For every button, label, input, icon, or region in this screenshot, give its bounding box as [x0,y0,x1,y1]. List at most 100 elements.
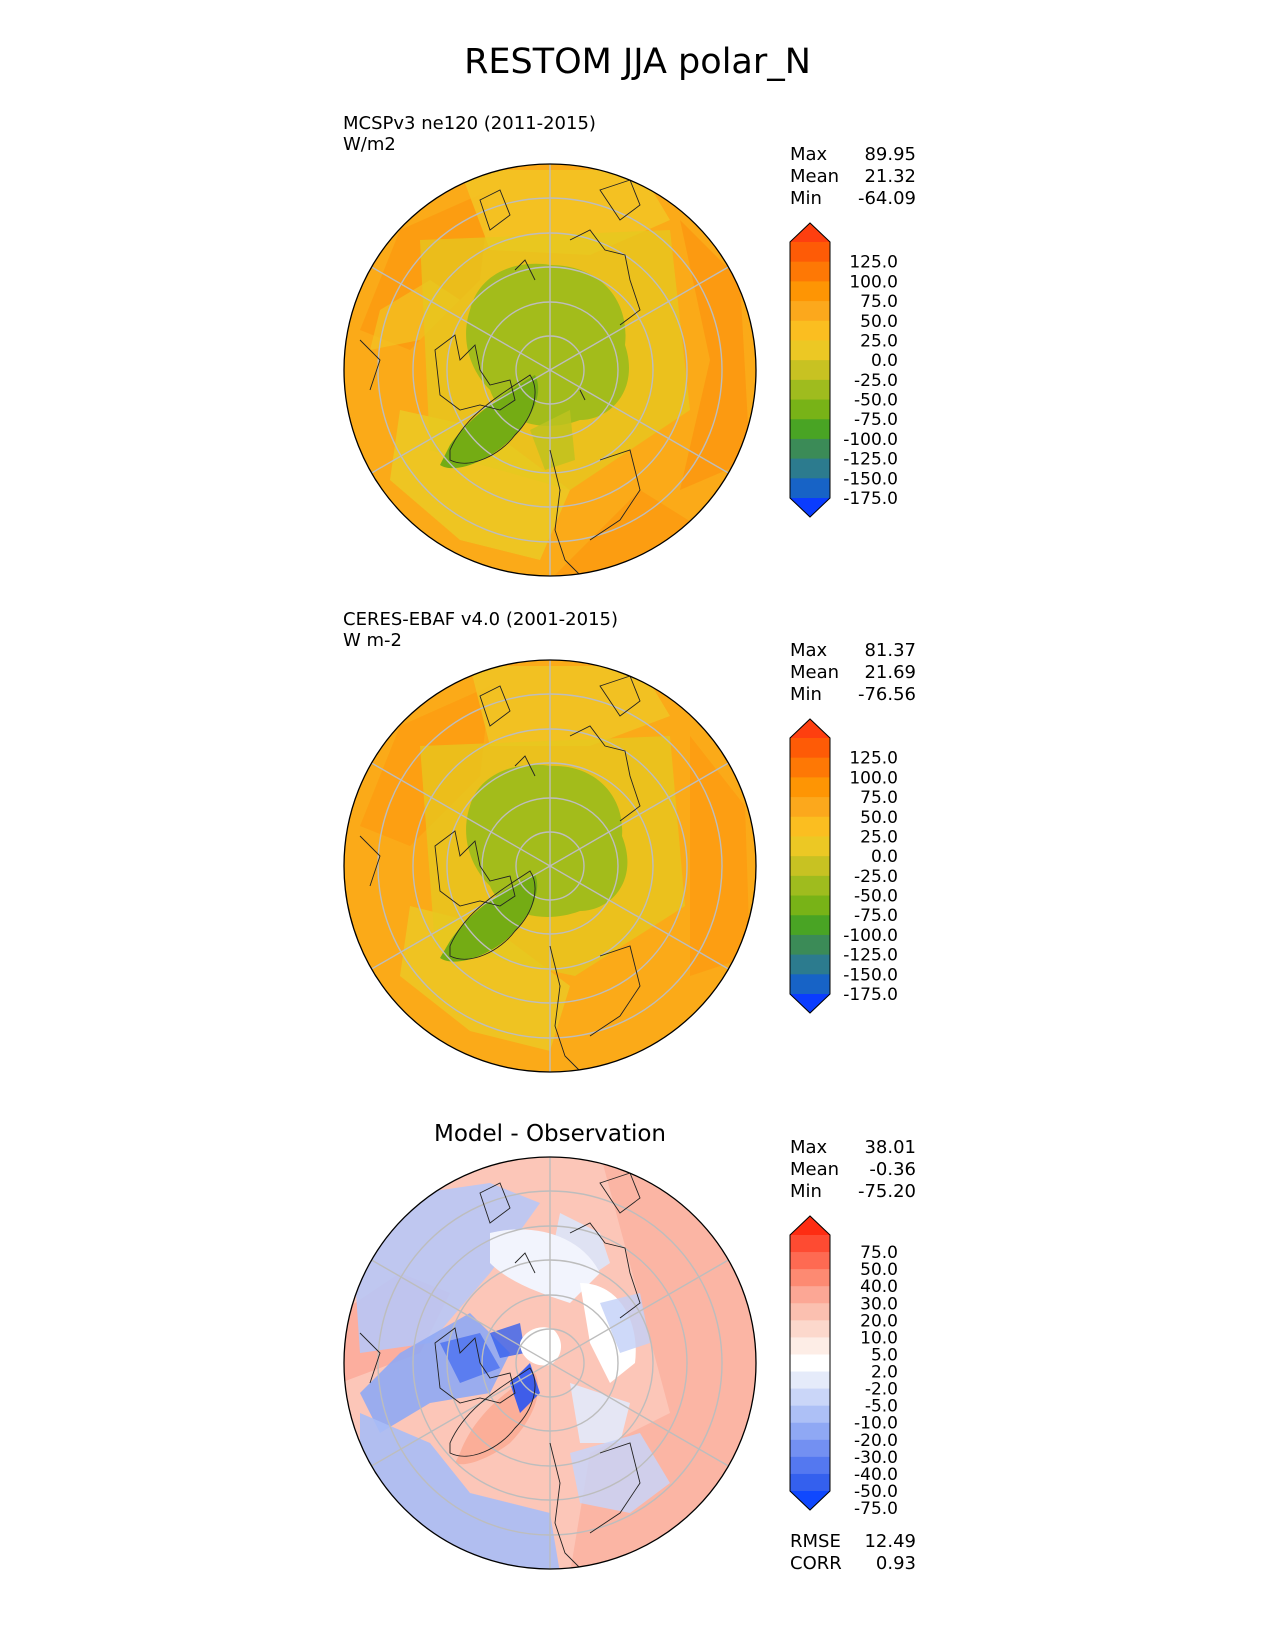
stat-row: Min -76.56 [790,684,916,706]
colorbar-segment [790,1371,830,1390]
colorbar-segment [790,379,830,401]
colorbar-tick-label: -75.0 [854,906,898,926]
panel-1-stats: Max 89.95 Mean 21.32 Min -64.09 [790,144,916,210]
panel-3-title: Model - Observation [433,1121,667,1147]
colorbar-segment [790,340,830,361]
stat-value: 21.32 [864,166,916,187]
stat-row: Max 38.01 [790,1137,916,1159]
colorbar-tick-label: 50.0 [860,312,898,332]
stat-row: Max 81.37 [790,640,916,662]
colorbar-tick-label: 2.0 [871,1363,898,1383]
colorbar-tick-label: -40.0 [854,1465,898,1485]
colorbar-tick-label: -125.0 [843,946,898,966]
stat-label: Max [790,640,828,661]
stat-label: Max [790,144,828,165]
panel-1-title-line-1: MCSPv3 ne120 (2011-2015) [343,113,596,134]
colorbar-tick-label: -20.0 [854,1431,898,1451]
colorbar-segment [790,934,830,956]
colorbar-tick-label: 50.0 [860,808,898,828]
colorbar-tick-label: 20.0 [860,1311,898,1331]
colorbar-tick-label: 75.0 [860,788,898,808]
colorbar-segment [790,1473,830,1492]
stat-value: 0.93 [875,1553,916,1574]
stat-value: 38.01 [864,1137,916,1158]
colorbar-tick-label: 5.0 [871,1345,898,1365]
colorbar-tick-label: 25.0 [860,827,898,847]
panel-1-title: MCSPv3 ne120 (2011-2015) W/m2 [343,113,596,155]
colorbar-segment [790,320,830,342]
colorbar-tick-label: 100.0 [849,768,898,788]
colorbar-segment [790,438,830,460]
colorbar-segment [790,1422,830,1441]
colorbar-extend-top [790,719,830,738]
colorbar-tick-label: -50.0 [854,887,898,907]
panel-2-polar-map [343,659,757,1073]
colorbar-segment [790,1269,830,1287]
panel-3-colorbar: 75.050.040.030.020.010.05.02.0-2.0-5.0-1… [789,1215,898,1519]
colorbar-tick-label: -25.0 [854,867,898,887]
stat-value: -64.09 [857,188,916,209]
colorbar-segment [790,360,830,381]
colorbar-tick-label: -100.0 [843,926,898,946]
colorbar-tick-label: -175.0 [843,489,898,509]
stat-row: CORR 0.93 [790,1553,916,1575]
colorbar-tick-label: 75.0 [860,1243,898,1263]
colorbar-segment [790,1388,830,1407]
colorbar-tick-label: -30.0 [854,1448,898,1468]
stat-label: Mean [790,1159,840,1180]
stat-value: 89.95 [864,144,916,165]
stat-row: Mean 21.32 [790,166,916,188]
colorbar-tick-label: -150.0 [843,965,898,985]
stat-row: Min -64.09 [790,188,916,210]
stat-label: Mean [790,166,840,187]
panel-3-stats: Max 38.01 Mean -0.36 Min -75.20 [790,1137,916,1203]
colorbar-segment [790,261,830,282]
stat-label: Min [790,188,822,209]
colorbar-segment [790,478,830,499]
colorbar-tick-label: -50.0 [854,1482,898,1502]
panel-3-polar-map [343,1156,757,1570]
colorbar-extend-bottom [790,994,830,1013]
colorbar-outline [789,718,831,1014]
colorbar-segment [790,875,830,897]
colorbar-extend-top [790,223,830,242]
colorbar-segment [790,738,830,759]
colorbar-tick-label: 100.0 [849,272,898,292]
colorbar-tick-label: 0.0 [871,351,898,371]
colorbar-tick-label: -150.0 [843,469,898,489]
stat-row: RMSE 12.49 [790,1531,916,1553]
colorbar-segment [790,419,830,440]
stat-value: 12.49 [864,1531,916,1552]
colorbar-tick-label: 25.0 [860,331,898,351]
stat-value: -75.20 [857,1181,916,1202]
panel-2-title-line-2: W m-2 [343,630,403,651]
colorbar-tick-label: -2.0 [865,1380,898,1400]
colorbar-segment [790,1286,830,1304]
colorbar-tick-label: 30.0 [860,1294,898,1314]
colorbar-outline [789,222,831,518]
colorbar-segment [790,1337,830,1356]
colorbar-tick-label: -100.0 [843,430,898,450]
colorbar-segment [790,777,830,798]
panel-1-title-line-2: W/m2 [343,134,396,155]
panel-1-colorbar: 125.0100.075.050.025.00.0-25.0-50.0-75.0… [789,222,898,518]
colorbar-segment [790,1405,830,1424]
stat-label: CORR [790,1553,842,1574]
colorbar-segment [790,974,830,995]
stat-label: Min [790,1181,822,1202]
panel-1-polar-map [343,163,757,577]
panel-3-error-stats: RMSE 12.49 CORR 0.93 [790,1531,916,1575]
colorbar-segment [790,242,830,263]
colorbar-tick-label: 0.0 [871,847,898,867]
stat-value: 21.69 [864,662,916,683]
stat-value: -76.56 [857,684,916,705]
colorbar-tick-label: 125.0 [849,749,898,769]
colorbar-segment [790,895,830,916]
colorbar-extend-top [790,1216,830,1235]
stat-value: -0.36 [869,1159,916,1180]
colorbar-segment [790,281,830,302]
panel-2-title-line-1: CERES-EBAF v4.0 (2001-2015) [343,609,619,630]
panel-2-colorbar: 125.0100.075.050.025.00.0-25.0-50.0-75.0… [789,718,898,1014]
colorbar-tick-label: -50.0 [854,391,898,411]
stat-label: RMSE [790,1531,841,1552]
